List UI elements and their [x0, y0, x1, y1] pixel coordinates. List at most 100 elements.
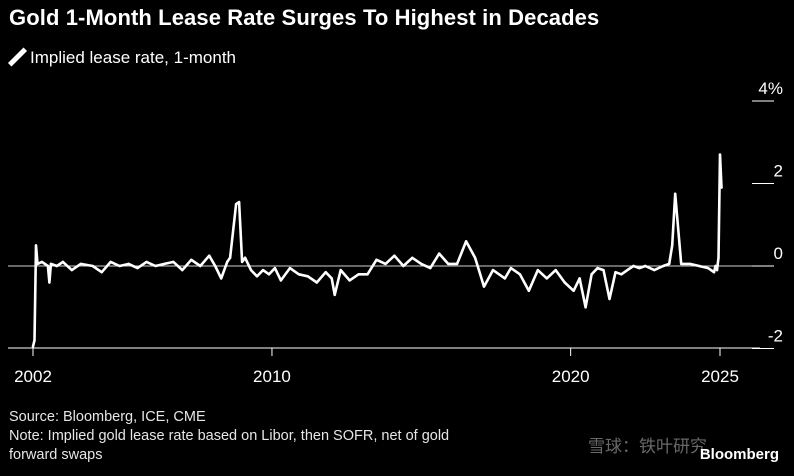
data-point [638, 266, 641, 270]
x-axis: 2002 2010 2020 2025 [8, 347, 760, 386]
y-axis: 4% 2 0 -2 [752, 79, 783, 349]
data-point [279, 279, 283, 282]
data-point [688, 262, 692, 266]
data-point [48, 281, 51, 284]
data-point [240, 260, 244, 264]
data-point [190, 258, 193, 261]
data-point [306, 275, 309, 278]
data-point [79, 262, 83, 266]
data-point [563, 281, 566, 284]
data-point [226, 260, 229, 264]
data-point [357, 273, 360, 276]
data-point [584, 306, 587, 309]
data-point [482, 285, 486, 288]
data-point [33, 339, 36, 342]
legend-label: Implied lease rate, 1-month [30, 48, 236, 67]
data-point [674, 192, 677, 195]
data-point [503, 277, 507, 280]
data-point [163, 262, 166, 266]
data-point [34, 244, 38, 247]
data-point [518, 273, 522, 276]
data-point [118, 264, 121, 268]
data-point [249, 268, 253, 272]
data-point [49, 262, 53, 266]
data-point [315, 281, 318, 284]
data-point [297, 273, 300, 276]
data-point [626, 268, 629, 272]
data-point [31, 345, 35, 348]
data-point [596, 266, 599, 270]
data-point [473, 256, 477, 259]
data-point [267, 273, 271, 276]
data-point [145, 260, 148, 264]
data-point [712, 271, 716, 274]
data-point [402, 264, 405, 268]
data-point [572, 289, 575, 292]
data-point [411, 256, 414, 259]
y-tick-label: 0 [774, 244, 783, 263]
methodology-note-line1: Note: Implied gold lease rate based on L… [9, 428, 450, 444]
data-point [545, 277, 548, 280]
data-point [554, 268, 557, 272]
data-point [324, 271, 327, 274]
data-point [109, 260, 112, 264]
data-point [429, 266, 432, 270]
data-point [602, 268, 605, 272]
data-point [154, 264, 157, 268]
data-point [366, 273, 369, 276]
data-point [100, 271, 103, 274]
data-point [261, 268, 265, 272]
data-point [181, 268, 184, 272]
y-tick-label: -2 [768, 327, 783, 346]
data-point [680, 262, 683, 266]
series-line-0 [31, 153, 723, 348]
data-point [697, 264, 701, 268]
series-layer [31, 153, 723, 348]
data-point [653, 268, 656, 272]
data-point [717, 256, 720, 259]
data-point [590, 273, 593, 276]
data-point [447, 262, 450, 266]
data-point [620, 273, 623, 276]
x-tick-label: 2002 [14, 367, 52, 386]
data-point [273, 266, 277, 270]
data-point [214, 264, 217, 268]
data-point [234, 202, 238, 206]
data-point [36, 262, 39, 266]
watermark-text: 雪球：铁叶研究 [588, 437, 707, 456]
data-point [348, 279, 351, 282]
data-point [662, 264, 665, 268]
data-point [55, 264, 59, 268]
data-point [127, 262, 130, 266]
data-point [172, 260, 175, 264]
data-point [220, 277, 223, 280]
data-point [438, 252, 441, 255]
data-point [720, 186, 723, 189]
chart-title: Gold 1-Month Lease Rate Surges To Highes… [9, 5, 600, 30]
data-point [578, 277, 581, 280]
data-point [455, 262, 459, 266]
data-point [255, 275, 259, 278]
data-point [614, 271, 617, 274]
data-point [715, 268, 719, 272]
x-tick-label: 2010 [253, 367, 291, 386]
x-tick-label: 2020 [552, 367, 590, 386]
data-point [70, 268, 74, 272]
data-point [243, 256, 247, 259]
data-point [671, 244, 674, 247]
data-point [330, 277, 333, 280]
data-point [706, 266, 710, 270]
data-point [384, 262, 387, 266]
data-point [199, 264, 202, 268]
data-point [393, 254, 396, 257]
x-tick-label: 2025 [701, 367, 739, 386]
y-tick-label: 2 [774, 162, 783, 181]
data-point [136, 266, 139, 270]
data-point [375, 258, 378, 261]
data-point [644, 264, 647, 268]
data-point [333, 293, 336, 297]
data-point [208, 254, 211, 257]
legend: Implied lease rate, 1-month [7, 46, 236, 68]
data-point [40, 260, 44, 264]
bloomberg-logo: Bloomberg [699, 446, 779, 463]
